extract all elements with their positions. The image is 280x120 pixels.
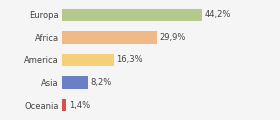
Text: 29,9%: 29,9% xyxy=(159,33,186,42)
Text: 1,4%: 1,4% xyxy=(69,101,90,110)
Text: 16,3%: 16,3% xyxy=(116,55,143,64)
Bar xyxy=(62,76,88,89)
Bar xyxy=(62,9,202,21)
Bar xyxy=(62,31,157,44)
Bar xyxy=(62,54,113,66)
Text: 8,2%: 8,2% xyxy=(90,78,111,87)
Bar xyxy=(62,99,66,111)
Text: 44,2%: 44,2% xyxy=(205,10,231,19)
